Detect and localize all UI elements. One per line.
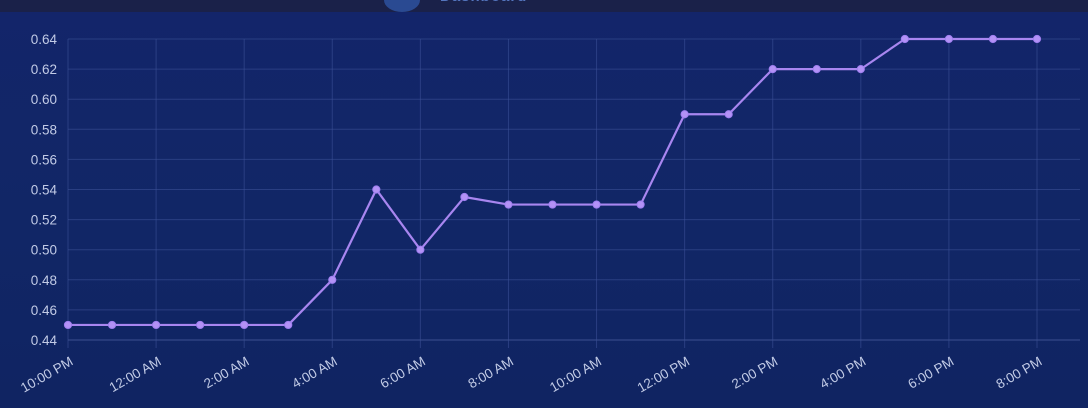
x-tick-label: 4:00 AM: [289, 354, 339, 392]
x-tick-label: 10:00 AM: [547, 354, 604, 396]
x-tick-label: 10:00 PM: [18, 354, 76, 396]
y-tick-label: 0.48: [31, 273, 57, 288]
y-tick-label: 0.46: [31, 303, 57, 318]
app-title: Dashboard: [440, 0, 527, 10]
x-tick-label: 8:00 PM: [993, 354, 1044, 392]
data-point: [63, 320, 73, 330]
y-tick-label: 0.56: [31, 152, 57, 167]
data-point: [724, 110, 733, 119]
series-line: [68, 37, 1037, 327]
data-point: [107, 320, 117, 330]
x-tick-label: 12:00 PM: [635, 354, 693, 396]
data-point: [988, 34, 998, 44]
data-point: [196, 320, 205, 330]
y-tick-label: 0.58: [31, 122, 57, 137]
data-point: [460, 192, 469, 202]
y-tick-label: 0.44: [31, 333, 58, 348]
x-tick-label: 8:00 AM: [466, 354, 516, 392]
x-tick-label: 2:00 PM: [729, 354, 780, 392]
data-point: [856, 65, 865, 74]
y-tick-label: 0.52: [31, 213, 57, 228]
data-point: [548, 200, 557, 209]
app-header: Dashboard: [0, 0, 1088, 12]
data-point: [812, 65, 821, 74]
data-point: [636, 200, 645, 209]
data-point: [328, 275, 337, 284]
x-tick-label: 6:00 PM: [905, 354, 956, 392]
data-point: [284, 320, 293, 330]
y-tick-label: 0.60: [31, 92, 57, 107]
data-point: [768, 65, 777, 74]
data-point: [151, 320, 161, 330]
y-tick-label: 0.62: [31, 62, 57, 77]
y-tick-label: 0.64: [31, 32, 58, 47]
x-tick-label: 2:00 AM: [201, 354, 251, 392]
data-point: [372, 185, 381, 194]
series: [63, 34, 1042, 330]
x-tick-label: 6:00 AM: [377, 354, 427, 392]
data-point: [680, 110, 689, 119]
data-point: [944, 34, 954, 44]
y-axis: 0.44 0.46 0.48 0.50 0.52 0.54 0.56 0.58 0.60 0.62…: [31, 32, 58, 348]
data-point: [240, 320, 249, 330]
data-point: [900, 34, 909, 44]
x-tick-label: 12:00 AM: [107, 354, 164, 396]
data-point: [592, 200, 601, 209]
logo-icon: [384, 0, 420, 12]
data-point: [416, 245, 425, 254]
data-point: [504, 200, 513, 209]
y-tick-label: 0.54: [31, 183, 58, 198]
y-tick-label: 0.50: [31, 243, 57, 258]
x-tick-label: 4:00 PM: [817, 354, 868, 392]
data-point: [1032, 34, 1042, 44]
x-axis: 10:00 PM 12:00 AM 2:00 AM 4:00 AM 6:00 AM 8:0…: [18, 354, 1045, 396]
grid: [67, 38, 1080, 348]
